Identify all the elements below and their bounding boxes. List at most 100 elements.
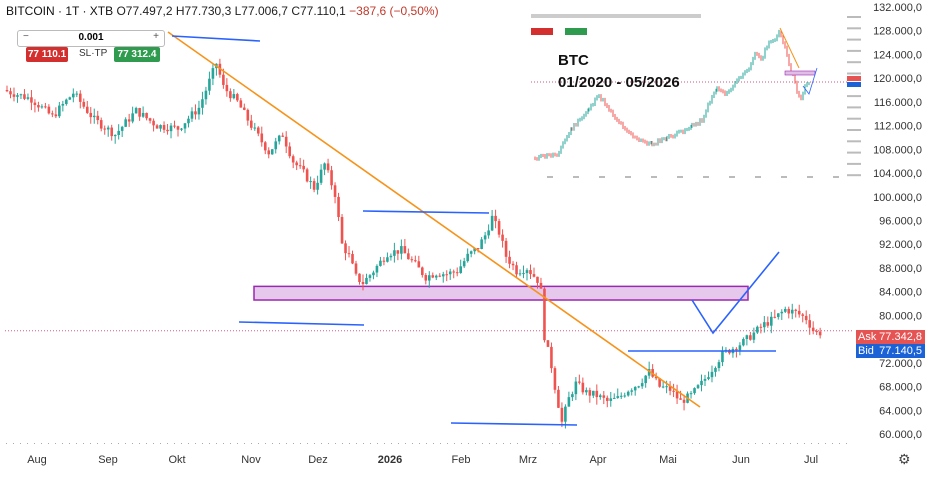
x-axis-tick	[300, 443, 301, 444]
candle-body	[134, 108, 138, 114]
candle-body	[26, 97, 30, 99]
candle-body	[194, 111, 197, 115]
candle-body	[138, 108, 141, 117]
candle-body	[609, 398, 613, 401]
quantity-stepper[interactable]: − 0.001 +	[17, 30, 165, 47]
top-support-line	[171, 35, 261, 42]
candle-body	[707, 377, 710, 379]
candle-body	[281, 135, 285, 137]
x-axis-tick	[83, 443, 84, 444]
inset-chart-canvas	[531, 14, 861, 178]
buy-button[interactable]: 77 312.4	[114, 47, 160, 62]
candle-body	[483, 235, 487, 240]
candle-body	[797, 310, 801, 315]
candle-body	[75, 93, 79, 95]
candle-body	[501, 234, 504, 241]
candle-body	[776, 313, 780, 317]
x-axis-tick	[244, 443, 245, 444]
candle-body	[295, 162, 298, 166]
sell-button[interactable]: 77 110.1	[26, 47, 68, 62]
candle-body	[351, 254, 354, 264]
x-axis-tick	[384, 443, 385, 444]
quantity-minus-button[interactable]: −	[23, 31, 29, 42]
sl-tp-button[interactable]: SL·TP	[79, 48, 108, 59]
candle-body	[96, 115, 100, 121]
candle-body	[309, 181, 312, 183]
candle-body	[298, 165, 302, 167]
gear-icon[interactable]: ⚙	[898, 451, 911, 467]
candle-body	[330, 170, 333, 186]
candle-body	[682, 399, 686, 403]
inset-y-tick	[847, 140, 861, 143]
candle-body	[804, 315, 808, 321]
quantity-value[interactable]: 0.001	[78, 32, 104, 43]
x-axis-tick	[370, 443, 371, 444]
candle-body	[358, 273, 361, 282]
x-axis-tick	[69, 443, 70, 444]
candle-body	[504, 240, 508, 257]
x-axis-tick	[741, 443, 742, 444]
candle-body	[424, 275, 428, 281]
y-tick-label: 128.000,0	[873, 26, 922, 38]
trendline	[167, 31, 701, 408]
inset-x-tick	[729, 176, 735, 178]
x-tick-label: Aug	[27, 454, 47, 466]
candle-body	[47, 106, 51, 114]
x-axis-tick	[230, 443, 231, 444]
x-axis-tick	[762, 443, 763, 444]
x-axis-tick	[13, 443, 14, 444]
y-tick-label: 112.000,0	[874, 121, 922, 133]
candle-body	[410, 259, 414, 261]
candle-body	[567, 397, 571, 407]
candle-body	[23, 94, 26, 99]
candle-body	[58, 105, 61, 117]
candle-body	[229, 91, 232, 99]
x-tick-label: Mai	[659, 454, 677, 466]
candle-body	[5, 89, 9, 92]
x-axis-tick	[272, 443, 273, 444]
candle-body	[159, 125, 162, 129]
candle-body	[518, 273, 522, 275]
x-axis-tick	[118, 443, 119, 444]
candle-body	[162, 125, 166, 130]
candle-body	[54, 114, 58, 117]
x-axis-tick	[692, 443, 693, 444]
x-axis-tick	[251, 443, 252, 444]
x-axis-tick	[804, 443, 805, 444]
inset-x-tick	[781, 176, 787, 178]
y-tick-label: 92.000,0	[879, 239, 922, 251]
x-axis-tick	[489, 443, 490, 444]
candle-body	[735, 348, 738, 351]
candle-body	[668, 386, 672, 391]
candle-body	[145, 112, 148, 119]
candle-body	[700, 380, 703, 386]
candle-body	[414, 260, 417, 262]
candle-body	[703, 378, 707, 381]
candle-body	[344, 243, 347, 254]
candle-body	[766, 322, 770, 326]
quantity-plus-button[interactable]: +	[153, 31, 159, 42]
candle-body	[626, 391, 630, 396]
candle-body	[365, 277, 368, 285]
candle-body	[250, 120, 253, 128]
x-axis-tick	[832, 443, 833, 444]
candle-body	[361, 281, 365, 285]
x-axis-tick	[132, 443, 133, 444]
candle-body	[166, 129, 169, 132]
x-axis-tick	[482, 443, 483, 444]
y-tick-label: 120.000,0	[873, 73, 922, 85]
candle-body	[462, 261, 466, 267]
inset-x-tick	[651, 176, 657, 178]
y-tick-label: 132.000,0	[873, 2, 922, 14]
x-axis-tick	[27, 443, 28, 444]
candle-body	[141, 112, 145, 117]
y-tick-label: 84.000,0	[879, 287, 922, 299]
candle-body	[263, 142, 267, 151]
x-axis-tick	[405, 443, 406, 444]
candle-body	[455, 272, 459, 274]
x-axis-tick	[846, 443, 847, 444]
candle-body	[208, 78, 211, 91]
candle-body	[120, 126, 124, 131]
candle-body	[696, 385, 700, 389]
